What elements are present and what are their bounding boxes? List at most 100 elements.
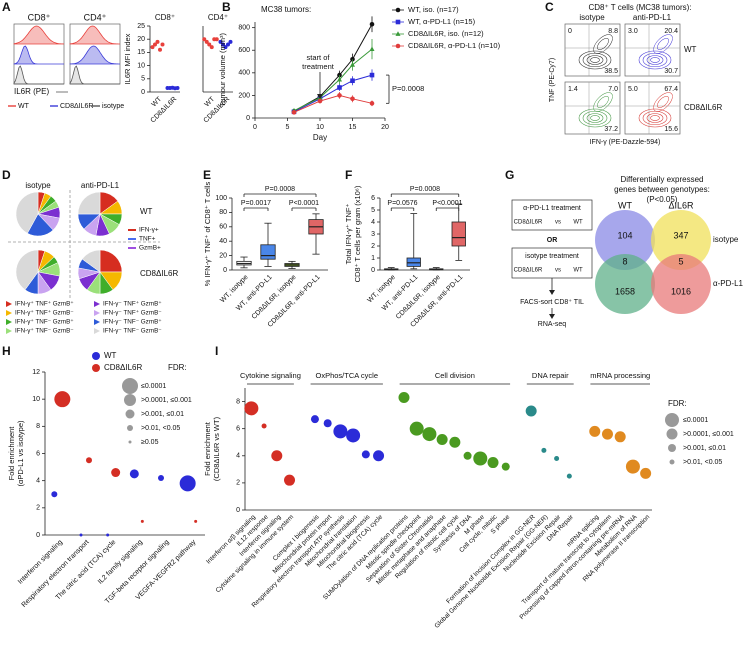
bubble xyxy=(437,434,448,445)
step-label: RNA-seq xyxy=(538,321,567,328)
size-legend-title: FDR: xyxy=(168,363,187,372)
arrow-head xyxy=(549,314,555,319)
data-point xyxy=(318,99,323,104)
size-legend-label: ≤0.0001 xyxy=(141,383,166,390)
x-axis-label: Day xyxy=(313,133,327,142)
panel-label: F xyxy=(345,168,352,182)
contour-line xyxy=(590,89,615,114)
quadrant-value: 15.6 xyxy=(664,126,678,133)
bubble xyxy=(602,429,613,440)
legend-label: IFN-γ⁺ TNF⁻ GzmB⁻ xyxy=(15,328,74,335)
y-tick-label: 6 xyxy=(371,195,375,202)
quadrant-value: 37.2 xyxy=(604,126,618,133)
quadrant-value: 30.7 xyxy=(664,68,678,75)
y-tick-label: 5 xyxy=(371,207,375,214)
pie-col-label: isotype xyxy=(25,181,51,190)
legend-marker xyxy=(94,319,100,325)
bubble xyxy=(526,406,537,417)
legend-marker xyxy=(6,301,12,307)
venn-count: 347 xyxy=(673,230,688,240)
box xyxy=(452,222,466,246)
legend-marker xyxy=(396,44,401,49)
contour-line xyxy=(647,114,663,123)
compare-label: WT xyxy=(573,220,583,226)
x-tick-label: CD8ΔIL6R, isotype xyxy=(251,274,298,321)
series-line xyxy=(294,95,372,112)
legend-label: CD8ΔIL6R xyxy=(60,103,93,110)
bubble xyxy=(130,469,139,478)
bubble xyxy=(271,450,282,461)
panel-label: H xyxy=(2,344,11,358)
legend-marker xyxy=(92,352,100,360)
box xyxy=(261,245,275,259)
legend-label: WT xyxy=(18,103,30,110)
y-tick-label: 4 xyxy=(236,453,240,460)
y-tick-label: 15 xyxy=(137,49,145,56)
bubble xyxy=(362,450,370,458)
legend-label: IFN-γ⁻ TNF⁻ GzmB⁺ xyxy=(103,319,162,326)
y-axis-label: IL6R MFI index xyxy=(123,33,132,84)
y-tick-label: 80 xyxy=(219,209,227,216)
data-point xyxy=(369,46,374,51)
y-tick-label: 3 xyxy=(371,231,375,238)
data-point xyxy=(337,85,342,90)
x-tick-label: 5 xyxy=(286,124,290,131)
data-point xyxy=(370,22,375,27)
contour-title: CD8⁺ T cells (MC38 tumors): xyxy=(588,3,691,12)
contour-line xyxy=(651,115,660,120)
data-point xyxy=(337,93,342,98)
panel-label: E xyxy=(203,168,211,182)
group-label: Cytokine signaling xyxy=(240,371,301,380)
contour-line xyxy=(639,109,671,127)
p-value: P=0.0008 xyxy=(392,84,424,93)
group-label: OxPhos/TCA cycle xyxy=(315,371,378,380)
y-tick-label: 600 xyxy=(238,47,250,54)
contour-line xyxy=(651,57,660,62)
bubble xyxy=(284,475,295,486)
or-label: OR xyxy=(547,237,558,244)
dot xyxy=(161,42,165,46)
size-legend-label: >0.0001, ≤0.001 xyxy=(683,431,734,438)
size-legend-label: >0.001, ≤0.01 xyxy=(683,445,726,452)
venn-count: 1658 xyxy=(615,286,635,296)
contour-line xyxy=(650,31,675,56)
histogram-curve xyxy=(14,46,64,64)
histogram-title: CD8⁺ xyxy=(28,12,51,22)
size-legend-marker xyxy=(665,413,679,427)
y-tick-label: 0 xyxy=(371,267,375,274)
data-point xyxy=(350,78,355,83)
size-legend-marker xyxy=(670,460,675,465)
p-value: P=0.0008 xyxy=(265,186,295,193)
dot xyxy=(176,86,180,90)
bubble xyxy=(51,491,57,497)
contour-line xyxy=(587,114,603,123)
contour-row-label: CD8ΔIL6R xyxy=(684,103,722,112)
size-legend-label: ≤0.0001 xyxy=(683,417,708,424)
bubble xyxy=(158,475,164,481)
y-tick-label: 4 xyxy=(36,478,40,485)
quadrant-value: 7.0 xyxy=(608,86,618,93)
bubble xyxy=(324,419,332,427)
y-tick-label: 0 xyxy=(36,532,40,539)
y-tick-label: 100 xyxy=(215,195,227,202)
y-tick-label: 4 xyxy=(371,219,375,226)
pie-wedge xyxy=(78,192,100,214)
dot xyxy=(210,45,214,49)
bubble xyxy=(194,520,197,523)
bubble xyxy=(111,468,120,477)
contour-line xyxy=(587,56,603,65)
x-tick-label: Interferon signaling xyxy=(17,539,64,586)
histogram-curve xyxy=(70,26,120,44)
pie-wedge xyxy=(100,250,122,272)
y-axis-label: Tumour volume (mm³) xyxy=(218,33,227,107)
histogram-curve xyxy=(14,66,64,84)
contour-line xyxy=(655,94,670,109)
venn-count: 5 xyxy=(678,256,683,266)
contour-line xyxy=(655,36,670,51)
bubble xyxy=(589,426,600,437)
contour-line xyxy=(591,115,600,120)
chart-title: MC38 tumors: xyxy=(261,5,311,14)
bubble xyxy=(449,437,460,448)
